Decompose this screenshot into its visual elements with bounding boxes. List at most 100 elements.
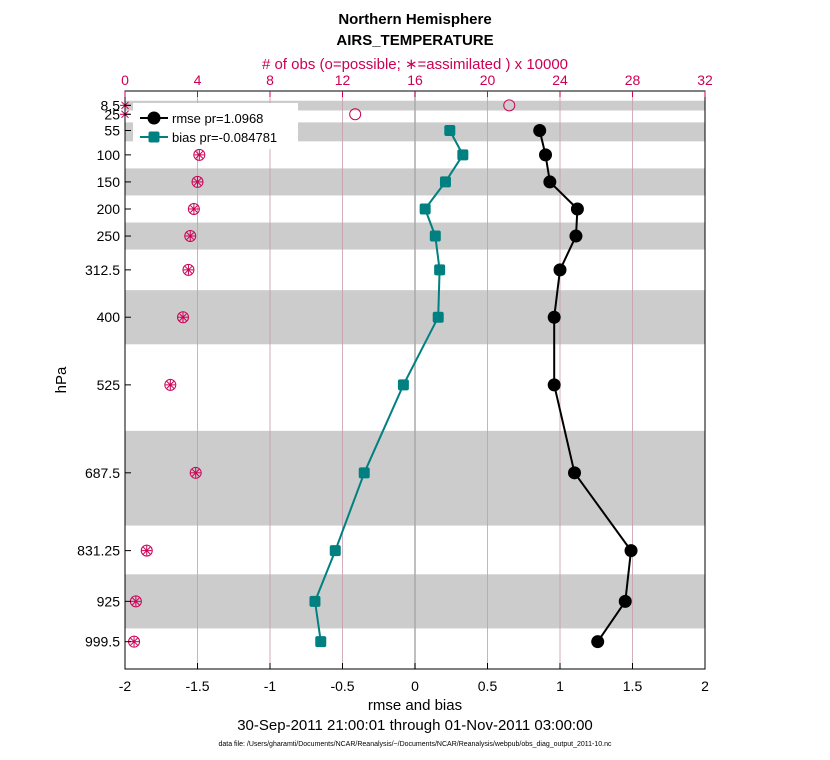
- top-axis-ticks: 0 4 8 12 16 20 24 28 32: [121, 72, 713, 97]
- y-tick-label: 999.5: [85, 634, 120, 650]
- obs-assimilated-marker: [194, 149, 205, 160]
- plot-area: [120, 90, 706, 670]
- obs-possible-marker: [503, 99, 516, 112]
- asterisk-stroke: [131, 597, 140, 606]
- x-tick-label: 0.5: [478, 678, 498, 694]
- top-tick-label: 24: [552, 72, 568, 88]
- x-tick-label: -2: [119, 678, 132, 694]
- obs-assimilated-marker: [129, 636, 140, 647]
- y-tick-label: 8.5: [101, 97, 121, 113]
- bias-point: [315, 636, 327, 648]
- rmse-point: [533, 124, 547, 138]
- bias-point: [419, 203, 431, 215]
- rmse-point: [568, 466, 581, 480]
- asterisk-stroke: [195, 150, 204, 159]
- obs-possible-marker: [193, 148, 206, 161]
- x-tick-label: -0.5: [330, 678, 354, 694]
- obs-assimilated-marker: [141, 545, 152, 556]
- asterisk-stroke: [189, 205, 198, 213]
- top-tick-label: 20: [480, 72, 496, 88]
- chart-subtitle: AIRS_TEMPERATURE: [336, 32, 493, 49]
- y-tick-label: 312.5: [85, 262, 120, 278]
- y-tick-label: 200: [97, 201, 121, 217]
- bias-point: [434, 264, 446, 276]
- bias-point: [444, 125, 456, 137]
- top-tick-label: 8: [266, 72, 274, 88]
- obs-possible-marker: [177, 311, 189, 324]
- series-markers: [309, 124, 638, 649]
- x-tick-label: -1.5: [185, 678, 209, 694]
- top-tick-label: 16: [407, 72, 423, 88]
- bias-point: [397, 379, 409, 391]
- rmse-point: [591, 635, 605, 649]
- date-range: 30-Sep-2011 21:00:01 through 01-Nov-2011…: [237, 717, 593, 734]
- obs-possible-marker: [184, 230, 197, 243]
- asterisk-stroke: [191, 468, 200, 477]
- data-file-footnote: data file: /Users/gharamti/Documents/NCA…: [218, 741, 612, 748]
- y-tick-label: 831.25: [77, 543, 120, 559]
- rmse-point: [539, 148, 552, 162]
- asterisk-stroke: [130, 637, 138, 646]
- y-axis-label: hPa: [53, 366, 70, 393]
- rmse-point: [624, 544, 638, 558]
- obs-assimilated-marker: [165, 379, 176, 390]
- y-tick-label: 525: [97, 377, 121, 393]
- obs-possible-marker: [187, 202, 200, 215]
- legend-box: [133, 103, 298, 149]
- y-tick-label: 687.5: [85, 465, 120, 481]
- legend-bias-label: bias pr=-0.084781: [172, 130, 277, 145]
- asterisk-stroke: [186, 232, 195, 240]
- bottom-axis-ticks: -2 -1.5 -1 -0.5 0 0.5 1 1.5 2: [119, 663, 709, 694]
- obs-possible-marker: [140, 544, 153, 557]
- x-tick-label: -1: [264, 678, 277, 694]
- x-tick-label: 1.5: [623, 678, 643, 694]
- x-axis-label: rmse and bias: [368, 697, 462, 714]
- legend-bias-marker: [148, 131, 160, 143]
- obs-assimilated-marker: [183, 264, 194, 275]
- bias-point: [457, 149, 469, 161]
- y-tick-label: 250: [97, 228, 121, 244]
- top-tick-label: 4: [194, 72, 202, 88]
- x-tick-label: 1: [556, 678, 564, 694]
- obs-possible-marker: [349, 108, 362, 121]
- y-tick-label: 100: [97, 147, 121, 163]
- obs-assimilated-marker: [130, 596, 141, 607]
- top-tick-label: 12: [335, 72, 351, 88]
- rmse-point: [553, 263, 567, 277]
- rmse-point: [618, 594, 632, 608]
- obs-assimilated-marker: [190, 467, 201, 478]
- rmse-point: [569, 229, 583, 243]
- asterisk-stroke: [184, 265, 193, 274]
- bias-point: [439, 176, 451, 188]
- y-tick-label: 55: [104, 123, 120, 139]
- bias-point: [329, 545, 341, 557]
- top-axis-label: # of obs (o=possible; ∗=assimilated ) x …: [262, 56, 568, 73]
- obs-assimilated-marker: [178, 312, 188, 323]
- top-tick-label: 28: [625, 72, 641, 88]
- bias-point: [429, 230, 441, 242]
- bias-point: [358, 467, 370, 479]
- x-tick-label: 0: [411, 678, 419, 694]
- asterisk-stroke: [166, 380, 175, 389]
- obs-assimilated-marker: [188, 203, 199, 214]
- legend-rmse-label: rmse pr=1.0968: [172, 111, 263, 126]
- obs-possible-marker: [189, 466, 202, 479]
- legend-rmse-marker: [147, 111, 161, 125]
- asterisk-stroke: [193, 178, 202, 186]
- chart-title: Northern Hemisphere: [338, 11, 491, 28]
- obs-possible-marker: [191, 175, 204, 188]
- rmse-point: [570, 202, 584, 216]
- top-tick-label: 0: [121, 72, 129, 88]
- rmse-point: [547, 378, 561, 392]
- x-tick-label: 2: [701, 678, 709, 694]
- obs-assimilated-marker: [185, 231, 196, 242]
- obs-possible-marker: [182, 263, 195, 276]
- y-tick-label: 150: [97, 174, 121, 190]
- rmse-point: [547, 310, 561, 324]
- bias-point: [432, 311, 444, 323]
- rmse-point: [543, 175, 557, 189]
- obs-assimilated-marker: [192, 176, 203, 187]
- obs-possible-marker: [164, 378, 177, 391]
